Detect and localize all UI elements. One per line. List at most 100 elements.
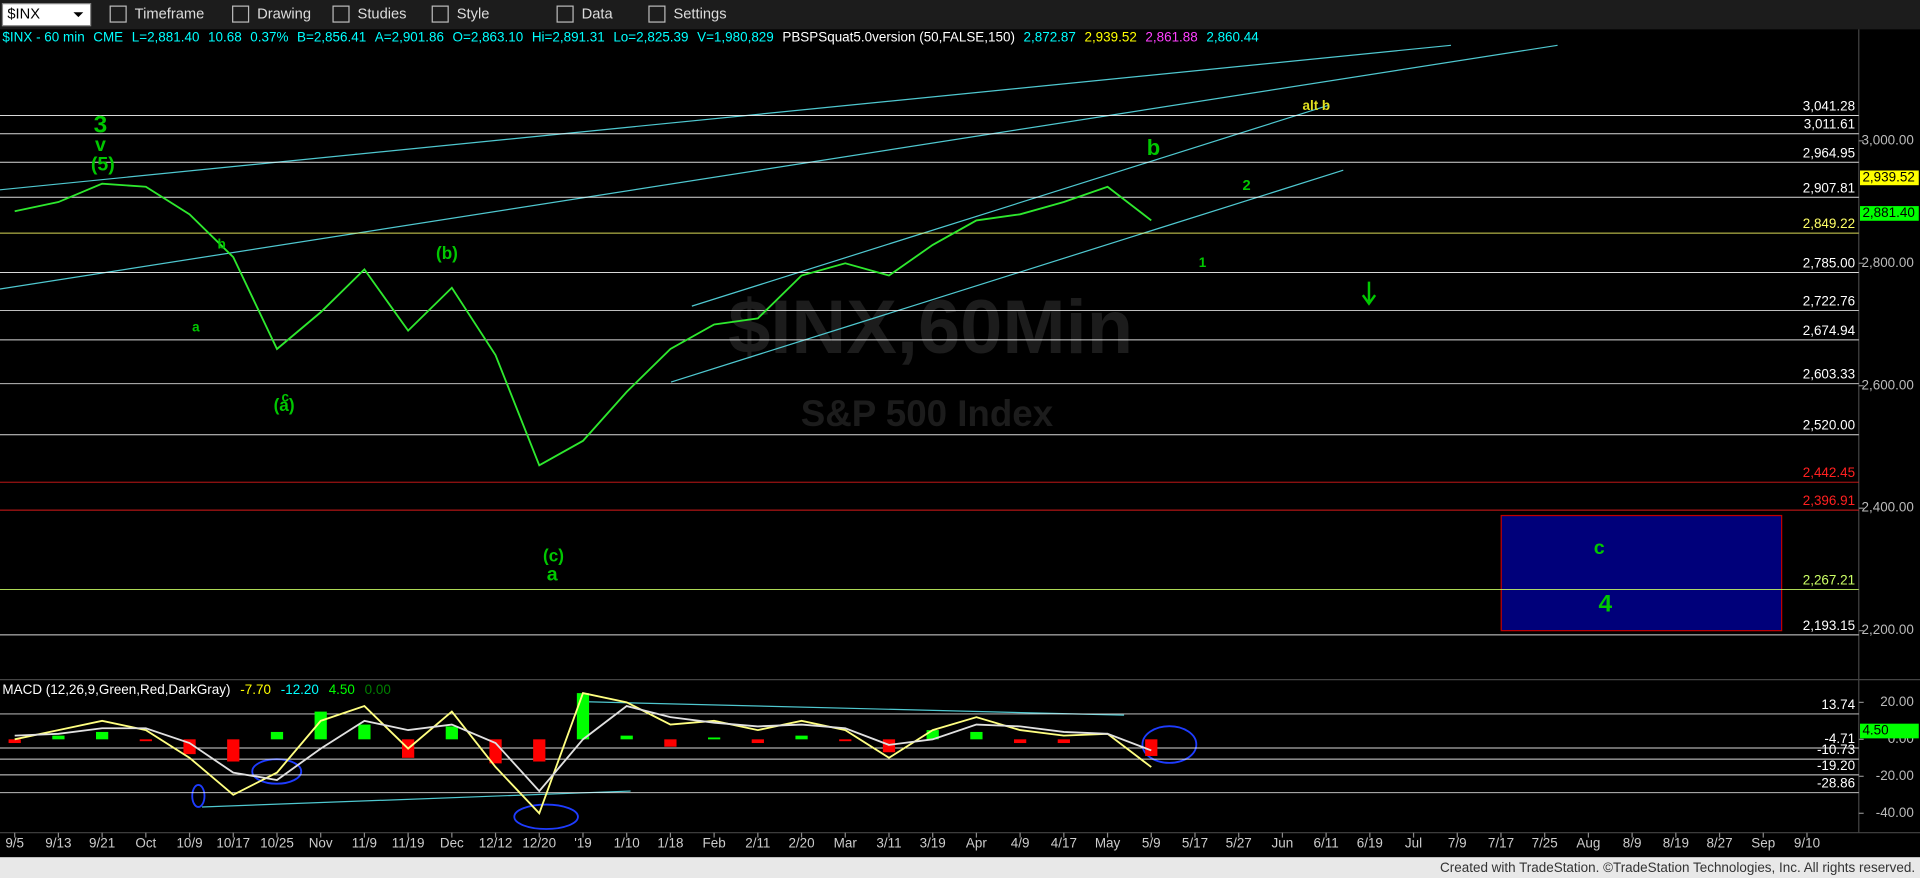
watermark-title: $INX,60Min	[728, 285, 1133, 370]
menu-item[interactable]: Style	[457, 7, 490, 23]
study-readout: -12.20	[281, 682, 319, 697]
histogram-bar	[96, 731, 109, 740]
x-tick-label: 3/19	[920, 835, 946, 850]
histogram-bar	[183, 739, 196, 755]
menu-item[interactable]: Studies	[358, 7, 407, 23]
symbol-box[interactable]	[1, 3, 92, 27]
level-label: -19.20	[1817, 758, 1855, 773]
series-line	[14, 692, 1152, 815]
highlight	[1141, 725, 1198, 764]
x-tick-label: 10/9	[176, 835, 202, 850]
x-tick-label: 9/5	[5, 835, 24, 850]
wave-label: b	[1147, 135, 1160, 160]
y-tick-label: -20.00	[1876, 768, 1914, 783]
menu-icon[interactable]	[332, 5, 350, 23]
histogram-bar	[620, 735, 633, 740]
x-tick-label: 11/9	[352, 835, 377, 850]
x-tick-label: 1/10	[614, 835, 640, 850]
x-tick-label: Nov	[309, 835, 333, 850]
x-tick-label: Oct	[135, 835, 156, 850]
menu-icon[interactable]	[556, 5, 574, 23]
trend-line	[202, 790, 631, 808]
x-tick-label: Feb	[703, 835, 726, 850]
x-tick-label: 7/9	[1448, 835, 1467, 850]
wave-label: c	[1594, 537, 1605, 559]
level-label: 2,267.21	[1803, 572, 1855, 587]
x-tick-label: 9/21	[89, 835, 115, 850]
info-readout: Hi=2,891.31	[532, 30, 605, 45]
trend-line	[581, 701, 1125, 716]
histogram-bar	[314, 711, 327, 740]
y-tick-label: -40.00	[1876, 805, 1914, 820]
wave-label: 1	[1199, 255, 1207, 270]
series-line	[14, 705, 1152, 793]
x-tick-label: 2/11	[745, 835, 770, 850]
macd-highlights	[191, 725, 1198, 830]
x-tick-label: Aug	[1576, 835, 1600, 850]
histogram-bar	[839, 739, 852, 742]
x-tick-label: 8/9	[1623, 835, 1642, 850]
menu-item[interactable]: Settings	[673, 7, 726, 23]
x-tick-label: 5/27	[1226, 835, 1252, 850]
wave-label: (5)	[91, 153, 115, 175]
level-label: 2,907.81	[1803, 180, 1855, 195]
level-label: 2,849.22	[1803, 216, 1855, 231]
wave-label: (b)	[436, 243, 458, 263]
menu-item[interactable]: Data	[582, 7, 614, 23]
y-tick-label: 3,000.00	[1862, 132, 1914, 147]
menu-item[interactable]: Drawing	[257, 7, 311, 23]
level-label: -10.73	[1817, 742, 1855, 757]
series-line	[14, 182, 1152, 467]
histogram-bar	[533, 739, 546, 762]
plot: $INX - 60 min CME L=2,881.40 10.68 0.37% B=2,…	[0, 30, 1919, 850]
menu-icon[interactable]	[648, 5, 666, 23]
info-readout: 2,861.88	[1145, 30, 1197, 45]
histogram-bar	[708, 737, 721, 740]
info-readout: B=2,856.41	[297, 30, 366, 45]
x-tick-label: 4/9	[1011, 835, 1030, 850]
info-readout: 0.37%	[250, 30, 288, 45]
x-tick-label: Sep	[1751, 835, 1775, 850]
level-label: 2,603.33	[1803, 367, 1855, 382]
histogram-bar	[926, 730, 939, 740]
x-tick-label: 8/19	[1663, 835, 1689, 850]
info-readout: 2,872.87	[1024, 30, 1076, 45]
wave-label: (c)	[543, 546, 564, 566]
menu-icon[interactable]	[232, 5, 250, 23]
wave-label: (a)	[274, 395, 295, 415]
menu-icon[interactable]	[431, 5, 449, 23]
histogram-bar	[8, 739, 21, 744]
menu-item[interactable]: Timeframe	[135, 7, 205, 23]
level-label: 2,442.45	[1803, 465, 1855, 480]
x-tick-label: Jul	[1405, 835, 1422, 850]
target-box	[1500, 514, 1783, 632]
menu-icon[interactable]	[109, 5, 127, 23]
highlight	[191, 784, 206, 808]
info-readout: V=1,980,829	[697, 30, 774, 45]
trend-line	[0, 44, 1558, 290]
symbol: $INX	[7, 7, 40, 23]
histogram-bar	[970, 731, 983, 740]
x-tick-label: 9/13	[45, 835, 71, 850]
x-tick-label: 4/17	[1051, 835, 1077, 850]
study-readout: 0.00	[365, 682, 391, 697]
histogram-bar	[1057, 739, 1070, 744]
study-readout: 4.50	[329, 682, 355, 697]
x-tick-label: 1/18	[657, 835, 683, 850]
histogram-bar	[139, 739, 152, 742]
y-tick-label: 2,800.00	[1862, 255, 1914, 270]
wave-label: a	[192, 320, 200, 335]
footer-bar	[0, 857, 1920, 878]
x-tick-label: 10/17	[216, 835, 250, 850]
info-readout: Lo=2,825.39	[613, 30, 688, 45]
x-tick-label: 8/27	[1706, 835, 1732, 850]
price-tag-label: 4.50	[1862, 723, 1888, 738]
x-tick-label: Dec	[440, 835, 464, 850]
x-tick-label: 10/25	[260, 835, 294, 850]
x-tick-label: 6/19	[1357, 835, 1383, 850]
trend-lines	[0, 44, 1558, 808]
wave-label: v	[95, 134, 106, 156]
histogram-bar	[358, 724, 371, 740]
